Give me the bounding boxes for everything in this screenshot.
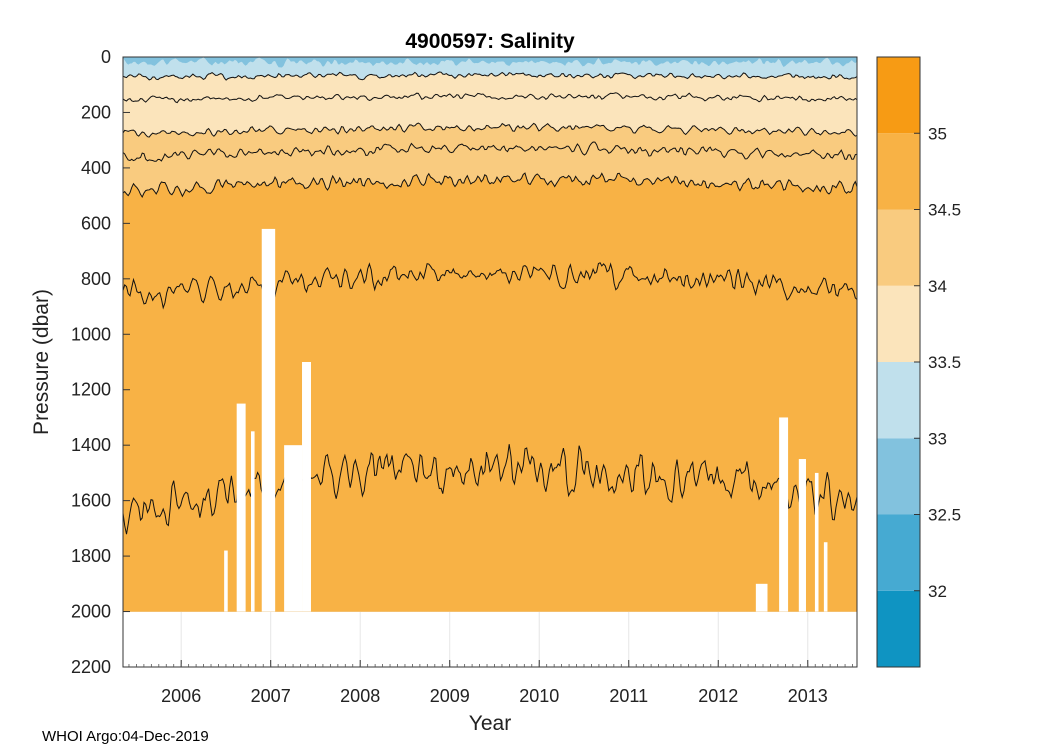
colorbar-band <box>877 285 920 362</box>
data-gap <box>755 583 768 612</box>
colorbar-tick-label: 34 <box>928 277 947 296</box>
y-tick-label: 2200 <box>71 657 111 677</box>
data-gap <box>236 403 246 612</box>
y-tick-label: 400 <box>81 158 111 178</box>
colorbar-band <box>877 209 920 286</box>
data-gap <box>302 362 311 612</box>
colorbar-tick-label: 33.5 <box>928 353 961 372</box>
x-tick-label: 2008 <box>340 686 380 706</box>
y-axis-label: Pressure (dbar) <box>30 289 53 435</box>
colorbar-band <box>877 514 920 591</box>
data-gap <box>251 431 255 612</box>
x-axis-label: Year <box>469 712 511 735</box>
data-gap <box>798 459 806 612</box>
y-tick-label: 0 <box>101 47 111 67</box>
data-gap <box>284 445 303 612</box>
contour-line <box>123 141 857 162</box>
footer-source-text: WHOI Argo:04-Dec-2019 <box>42 728 209 745</box>
data-gap <box>224 550 228 612</box>
colorbar-band <box>877 362 920 439</box>
y-axis-ticks: 0 200 400 600 800 1000 1200 1400 1600 1800 2000 220… <box>71 47 130 677</box>
y-tick-label: 2000 <box>71 602 111 622</box>
contour-line <box>123 92 857 104</box>
contour-line <box>123 172 857 199</box>
x-tick-label: 2013 <box>788 686 828 706</box>
plot-area <box>123 57 857 667</box>
colorbar-band <box>877 57 920 134</box>
y-tick-label: 1200 <box>71 380 111 400</box>
colorbar: 32 32.5 33 33.5 34 34.5 35 <box>876 56 961 668</box>
y-tick-label: 1000 <box>71 324 111 344</box>
x-tick-label: 2007 <box>251 686 291 706</box>
x-tick-label: 2009 <box>430 686 470 706</box>
x-tick-label: 2010 <box>519 686 559 706</box>
colorbar-tick-label: 33 <box>928 429 947 448</box>
data-gap <box>779 417 789 612</box>
data-gap <box>261 228 276 612</box>
data-gap <box>814 472 819 612</box>
x-axis-ticks: 2006 2007 2008 2009 2010 2011 2012 2013 <box>128 660 853 706</box>
y-tick-label: 1400 <box>71 435 111 455</box>
y-tick-label: 600 <box>81 213 111 233</box>
contour-line <box>123 71 857 81</box>
colorbar-band <box>877 590 920 667</box>
data-gap <box>823 542 828 612</box>
y-tick-label: 1800 <box>71 546 111 566</box>
colorbar-tick-label: 35 <box>928 124 947 143</box>
chart-title: 4900597: Salinity <box>405 30 575 53</box>
contour-line <box>123 262 857 310</box>
colorbar-tick-label: 32.5 <box>928 506 961 525</box>
missing-data-gaps <box>224 228 828 612</box>
colorbar-tick-label: 34.5 <box>928 201 961 220</box>
colorbar-tick-label: 32 <box>928 582 947 601</box>
salinity-bands <box>123 57 857 612</box>
plot-frame <box>122 56 858 668</box>
y-tick-label: 200 <box>81 102 111 122</box>
y-tick-label: 1600 <box>71 491 111 511</box>
y-tick-label: 800 <box>81 269 111 289</box>
x-tick-label: 2006 <box>161 686 201 706</box>
x-tick-label: 2012 <box>698 686 738 706</box>
contour-line <box>123 122 857 138</box>
x-tick-label: 2011 <box>609 686 648 706</box>
colorbar-band <box>877 438 920 515</box>
colorbar-band <box>877 133 920 210</box>
